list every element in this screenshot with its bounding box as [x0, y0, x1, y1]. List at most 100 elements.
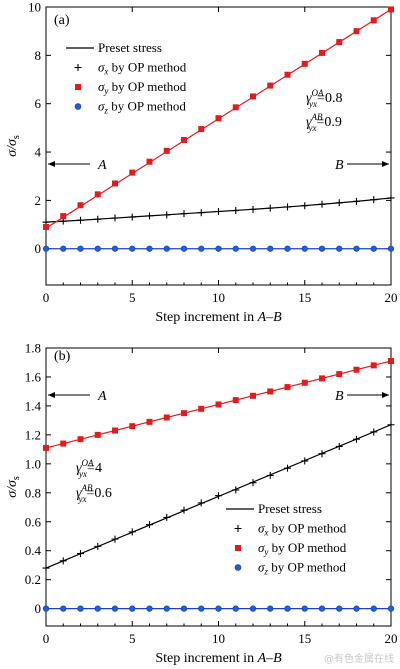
annotation-gamma-1: γAB yx=0.6	[76, 483, 112, 504]
legend-label-x: σx by OP method	[98, 60, 187, 77]
point-circle	[370, 605, 377, 612]
point-square	[77, 436, 84, 443]
point-circle	[163, 605, 170, 612]
annotation-gamma-0: γOA yx=4	[76, 458, 102, 479]
legend-marker-square	[75, 84, 81, 90]
point-square	[94, 191, 101, 198]
y-tick-label: 1.8	[25, 341, 41, 356]
point-square	[112, 427, 118, 434]
point-circle	[353, 605, 360, 612]
point-square	[319, 375, 325, 382]
arrow-b-head	[382, 161, 389, 167]
y-tick-label: 1.6	[25, 369, 42, 384]
point-square	[198, 126, 205, 133]
point-plus	[128, 528, 136, 536]
y-tick-label: 1.4	[25, 398, 42, 413]
point-plus	[301, 457, 309, 465]
point-plus	[215, 208, 222, 216]
point-circle	[198, 605, 205, 612]
point-square	[388, 358, 394, 365]
y-tick-label: 0.2	[25, 572, 41, 587]
point-square	[181, 136, 187, 143]
point-plus	[318, 450, 326, 458]
point-circle	[387, 245, 395, 252]
point-circle	[180, 605, 188, 612]
point-circle	[42, 245, 50, 252]
y-axis-label: σ/σs	[5, 135, 22, 157]
y-tick-label: 1.0	[25, 456, 41, 471]
point-square	[336, 39, 343, 46]
point-square	[146, 158, 153, 165]
x-axis-label: Step increment in A–B	[155, 310, 282, 325]
point-square	[284, 384, 291, 391]
point-square	[94, 431, 101, 438]
point-square	[129, 423, 136, 430]
point-circle	[77, 605, 84, 612]
point-plus	[128, 213, 136, 221]
legend-marker-circle	[74, 103, 82, 110]
x-tick-label: 5	[129, 631, 136, 646]
legend-label-z: σz by OP method	[258, 560, 346, 577]
y-tick-label: 6	[35, 96, 42, 111]
x-tick-label: 20	[385, 290, 398, 305]
point-circle	[94, 245, 101, 252]
legend-label-y: σy by OP method	[258, 540, 347, 557]
point-square	[284, 71, 291, 78]
point-square	[250, 93, 256, 100]
y-axis-label: σ/σs	[5, 476, 22, 498]
point-square	[319, 49, 325, 56]
point-plus	[353, 197, 360, 205]
point-plus	[163, 211, 171, 219]
point-square	[267, 388, 274, 395]
point-circle	[111, 605, 119, 612]
marker-a-label: A	[97, 389, 107, 404]
point-square	[301, 60, 308, 67]
point-square	[198, 405, 205, 412]
point-circle	[129, 605, 136, 612]
point-circle	[301, 245, 308, 252]
legend-label-preset: Preset stress	[258, 501, 322, 516]
marker-b-label: B	[335, 389, 344, 404]
point-plus	[42, 564, 50, 572]
point-square	[60, 440, 67, 447]
point-plus	[387, 421, 395, 429]
arrow-a-head	[48, 392, 55, 398]
point-circle	[94, 605, 101, 612]
point-square	[370, 17, 377, 24]
arrow-b-head	[382, 392, 389, 398]
point-plus	[370, 428, 378, 436]
point-circle	[146, 605, 153, 612]
series-z	[42, 245, 395, 252]
legend-marker-circle	[234, 564, 242, 571]
point-plus	[249, 205, 257, 213]
point-square	[146, 418, 153, 425]
point-plus	[301, 202, 309, 210]
y-tick-label: 4	[35, 145, 42, 160]
point-square	[43, 223, 49, 230]
point-square	[129, 169, 136, 176]
y-tick-label: 10	[28, 0, 41, 15]
y-tick-label: 0.6	[25, 514, 42, 529]
point-square	[215, 401, 222, 408]
point-plus	[284, 464, 291, 472]
point-plus	[249, 479, 257, 487]
series-y	[43, 6, 394, 230]
point-circle	[318, 245, 326, 252]
point-plus	[232, 207, 240, 215]
point-square	[336, 371, 343, 378]
point-plus	[94, 215, 102, 223]
legend-marker-square	[235, 545, 241, 551]
point-square	[301, 379, 308, 386]
y-tick-label: 8	[35, 48, 42, 63]
point-circle	[215, 605, 222, 612]
point-square	[353, 366, 360, 373]
point-plus	[146, 212, 153, 220]
point-square	[163, 414, 170, 421]
point-square	[370, 362, 377, 369]
point-plus	[111, 535, 119, 543]
watermark: @有色金属在线	[324, 652, 394, 665]
point-circle	[180, 245, 188, 252]
point-plus	[353, 435, 360, 443]
point-plus	[387, 194, 395, 202]
point-circle	[353, 245, 360, 252]
